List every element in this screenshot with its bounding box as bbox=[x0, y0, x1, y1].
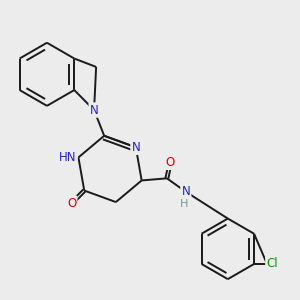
Text: HN: HN bbox=[59, 151, 76, 164]
Text: H: H bbox=[179, 200, 188, 209]
Text: O: O bbox=[67, 197, 76, 210]
Text: O: O bbox=[166, 156, 175, 169]
Text: N: N bbox=[131, 141, 140, 154]
Text: Cl: Cl bbox=[266, 257, 278, 271]
Text: N: N bbox=[182, 185, 190, 198]
Text: N: N bbox=[90, 103, 98, 116]
